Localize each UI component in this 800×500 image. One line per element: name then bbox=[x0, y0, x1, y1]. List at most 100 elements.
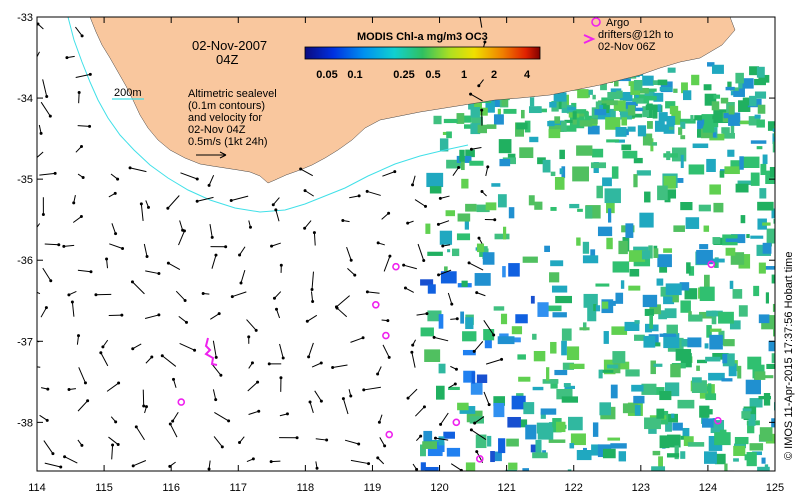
chl-patch bbox=[772, 133, 775, 144]
chl-patch bbox=[763, 392, 771, 406]
chl-patch bbox=[706, 158, 716, 172]
chl-patch bbox=[758, 262, 766, 274]
chl-patch bbox=[556, 388, 573, 400]
chl-patch bbox=[564, 119, 574, 123]
velocity-arrow bbox=[37, 366, 41, 368]
chl-patch bbox=[508, 462, 518, 470]
velocity-arrow-head bbox=[150, 355, 154, 359]
chl-patch bbox=[771, 274, 775, 284]
chl-patch bbox=[675, 349, 692, 361]
credit-text: © IMOS 11-Apr-2015 17:37:56 Hobart time bbox=[783, 252, 795, 460]
velocity-arrow-head bbox=[86, 399, 90, 403]
chl-patch bbox=[568, 416, 583, 431]
x-tick-label: 123 bbox=[632, 482, 650, 494]
chl-patch bbox=[425, 223, 431, 234]
chl-patch bbox=[637, 125, 647, 137]
chl-patch bbox=[529, 97, 535, 107]
velocity-arrow-head bbox=[281, 356, 285, 360]
chl-patch bbox=[493, 306, 505, 311]
chl-patch bbox=[607, 437, 621, 441]
chl-patch bbox=[463, 370, 475, 383]
velocity-arrow bbox=[232, 291, 247, 298]
velocity-arrow-head bbox=[295, 436, 299, 440]
chl-patch bbox=[587, 307, 597, 322]
chl-patch bbox=[696, 249, 713, 265]
chl-patch bbox=[420, 327, 434, 337]
velocity-arrow-head bbox=[59, 465, 63, 469]
chl-patch bbox=[440, 271, 457, 284]
chl-patch bbox=[607, 91, 621, 100]
drifter-track bbox=[204, 337, 218, 366]
chl-patch bbox=[648, 324, 659, 332]
velocity-arrow-head bbox=[113, 191, 117, 195]
chl-patch bbox=[644, 95, 657, 101]
chl-patch bbox=[524, 120, 531, 133]
velocity-arrow-head bbox=[362, 388, 366, 392]
chl-patch bbox=[714, 432, 731, 446]
chl-patch bbox=[587, 125, 600, 135]
x-tick-label: 124 bbox=[699, 482, 717, 494]
chl-patch bbox=[671, 413, 675, 419]
velocity-arrow-head bbox=[303, 189, 307, 193]
chl-patch bbox=[463, 124, 475, 129]
chl-patch bbox=[564, 385, 576, 390]
velocity-arrow bbox=[452, 167, 460, 176]
chl-patch bbox=[780, 202, 792, 214]
velocity-arrow-head bbox=[274, 208, 278, 212]
chl-patch bbox=[644, 417, 661, 430]
chl-patch bbox=[627, 126, 636, 132]
chl-patch bbox=[595, 283, 610, 287]
chl-patch bbox=[511, 395, 526, 410]
chl-patch bbox=[461, 178, 469, 189]
chl-patch bbox=[628, 285, 641, 291]
chl-patch bbox=[530, 444, 536, 453]
chl-patch bbox=[622, 91, 633, 102]
velocity-arrow-head bbox=[195, 177, 199, 181]
velocity-arrow-head bbox=[130, 280, 134, 284]
chl-patch bbox=[497, 336, 515, 345]
velocity-arrow bbox=[100, 352, 109, 367]
chl-patch bbox=[559, 168, 564, 175]
chl-patch bbox=[633, 258, 651, 267]
chl-patch bbox=[778, 164, 789, 172]
velocity-arrow-head bbox=[30, 233, 33, 236]
velocity-arrow bbox=[414, 406, 425, 417]
chl-patch bbox=[759, 188, 767, 199]
velocity-arrow bbox=[109, 243, 123, 249]
chl-patch bbox=[667, 434, 681, 448]
time-label: 04Z bbox=[216, 52, 238, 67]
chl-patch bbox=[498, 139, 512, 154]
velocity-arrow bbox=[71, 301, 75, 317]
chl-patch bbox=[439, 230, 453, 245]
chl-patch bbox=[680, 451, 686, 459]
chl-patch bbox=[633, 157, 643, 164]
chl-patch bbox=[601, 369, 617, 373]
velocity-arrow-head bbox=[214, 398, 218, 402]
velocity-arrow bbox=[239, 246, 246, 256]
chl-patch bbox=[771, 353, 775, 364]
chl-patch bbox=[457, 402, 469, 411]
velocity-arrow bbox=[37, 151, 44, 159]
altimetry-info: Altimetric sealevel(0.1m contours)and ve… bbox=[188, 88, 277, 148]
chl-patch bbox=[542, 450, 547, 455]
chl-patch bbox=[648, 142, 658, 146]
chl-patch bbox=[423, 430, 433, 443]
velocity-arrow bbox=[247, 381, 258, 392]
chl-patch bbox=[691, 74, 700, 86]
chl-patch bbox=[710, 328, 722, 332]
chl-patch bbox=[659, 435, 670, 449]
chl-patch bbox=[669, 126, 674, 130]
chl-patch bbox=[550, 341, 557, 354]
chl-patch bbox=[574, 109, 587, 114]
chl-patch bbox=[539, 108, 547, 113]
x-tick-label: 120 bbox=[430, 482, 448, 494]
velocity-arrow bbox=[129, 167, 147, 173]
depth-contour-200m bbox=[67, 17, 469, 213]
velocity-arrow bbox=[311, 362, 322, 368]
chl-patch bbox=[692, 143, 709, 149]
velocity-arrow bbox=[39, 172, 56, 176]
chl-patch bbox=[728, 105, 735, 115]
velocity-arrow-head bbox=[142, 404, 146, 408]
chl-patch bbox=[680, 435, 686, 440]
